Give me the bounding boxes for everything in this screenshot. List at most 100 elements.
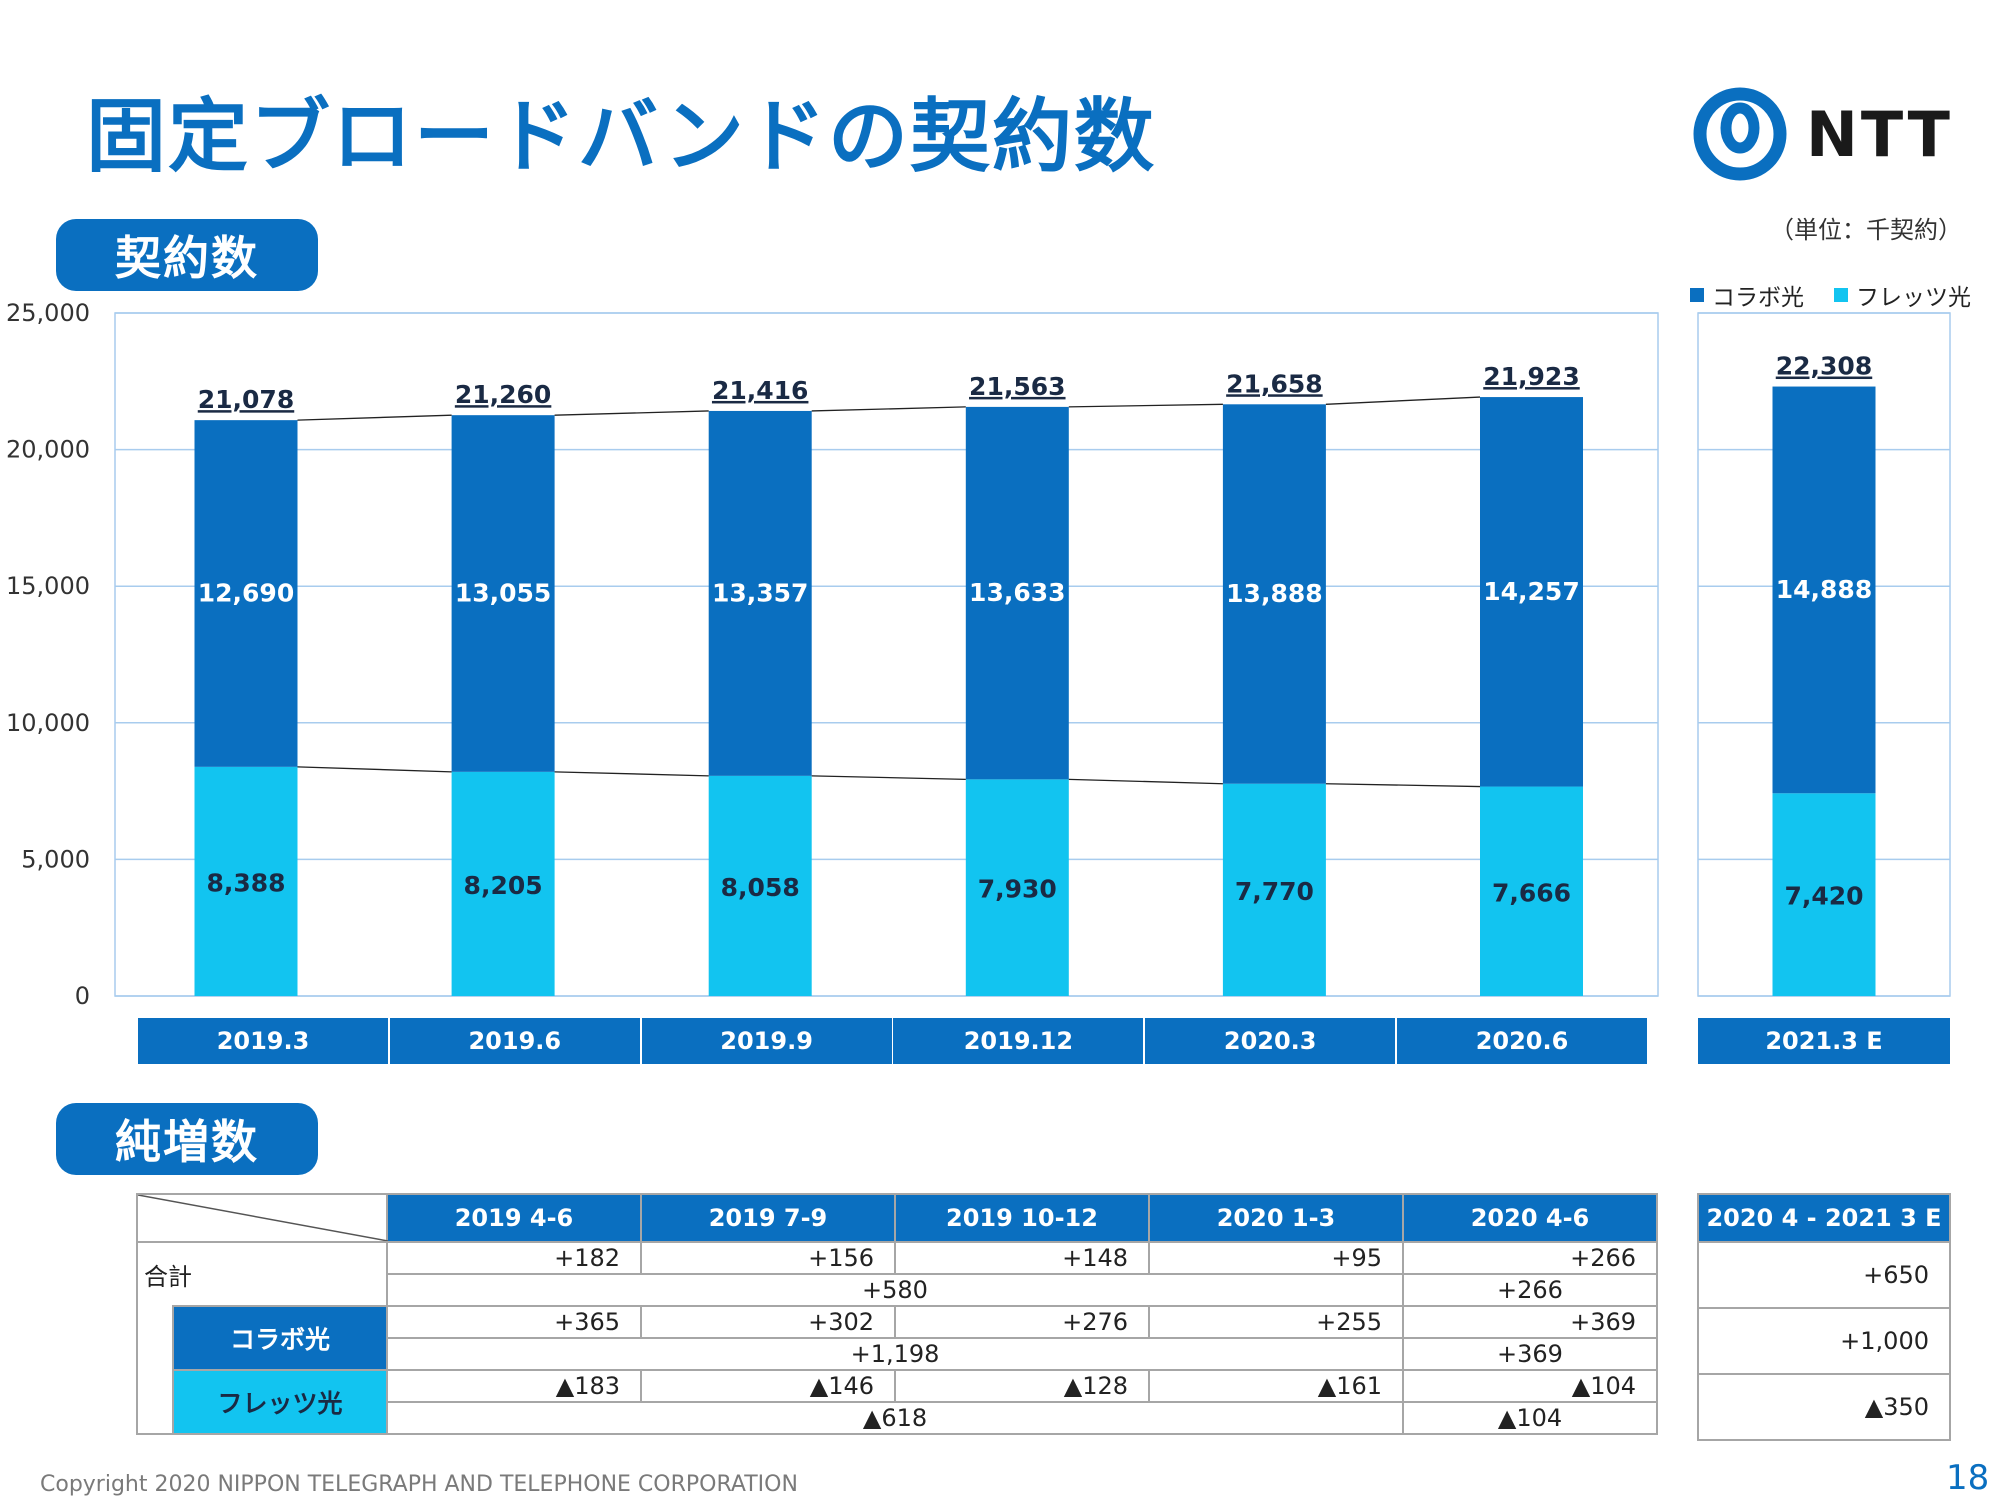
total-label: 21,078 (198, 385, 294, 414)
category-label: 2019.3 (138, 1018, 388, 1064)
connector-line-flets (554, 771, 709, 777)
bar-collabo (1222, 404, 1326, 784)
copyright-footer: Copyright 2020 NIPPON TELEGRAPH AND TELE… (40, 1472, 798, 1497)
total-label: 21,923 (1483, 362, 1579, 391)
bar-collabo (708, 410, 812, 776)
legend-label-collabo: コラボ光 (1712, 285, 1804, 311)
category-label: 2020.3 (1145, 1018, 1396, 1064)
table-cell: +156 (640, 1241, 896, 1275)
table-cell: +302 (640, 1305, 896, 1339)
bar-collabo (451, 415, 555, 772)
legend-swatch-flets (1834, 288, 1848, 302)
y-tick-label: 15,000 (6, 572, 90, 600)
category-label: 2019.9 (641, 1018, 892, 1064)
legend: コラボ光 フレッツ光 (1690, 278, 1971, 312)
logo-text: NTT (1806, 98, 1953, 171)
plot-frame (114, 312, 1659, 997)
net-increase-forecast-table: 2020 4 - 2021 3 E +650 +1,000 ▲350 (1697, 1193, 1951, 1441)
total-label: 21,260 (455, 380, 551, 409)
col-header: 2019 10-12 (894, 1193, 1150, 1243)
legend-swatch-collabo (1690, 288, 1704, 302)
col-header-forecast: 2020 4 - 2021 3 E (1697, 1193, 1951, 1243)
category-label: 2019.6 (389, 1018, 640, 1064)
bar-flets (451, 771, 555, 996)
table-cell: +148 (894, 1241, 1150, 1275)
total-label: 21,658 (1226, 369, 1322, 398)
bar-flets-forecast (1772, 793, 1876, 996)
bar-collabo (965, 406, 1069, 780)
connector-line-total (554, 410, 709, 416)
bar-collabo (1480, 397, 1583, 787)
data-label-flets: 8,058 (721, 873, 800, 902)
data-label-flets: 8,205 (464, 871, 543, 900)
data-label-flets: 7,666 (1492, 878, 1571, 907)
data-label-collabo: 13,633 (969, 578, 1065, 607)
table-cell: +369 (1402, 1305, 1658, 1339)
col-header: 2020 1-3 (1148, 1193, 1404, 1243)
table-cell: +255 (1148, 1305, 1404, 1339)
bar-flets (708, 775, 812, 996)
connector-line-total (811, 406, 966, 412)
net-increase-table: 2019 4-6 2019 7-9 2019 10-12 2020 1-3 20… (136, 1193, 1658, 1435)
table-cell: +365 (386, 1305, 642, 1339)
row-label-flets: フレッツ光 (172, 1369, 388, 1435)
bar-flets (1222, 783, 1326, 996)
data-label-flets: 7,930 (978, 875, 1057, 904)
connector-line-flets (811, 775, 966, 781)
col-header: 2019 7-9 (640, 1193, 896, 1243)
data-label-collabo: 13,357 (712, 578, 808, 607)
table-cell-fy: ▲104 (1402, 1401, 1658, 1435)
connector-line-total (1325, 396, 1481, 405)
y-tick-label: 5,000 (21, 845, 90, 873)
data-label-collabo: 12,690 (198, 578, 294, 607)
connector-line-flets (297, 766, 452, 773)
category-label: 2019.12 (893, 1018, 1144, 1064)
bar-collabo-forecast (1772, 386, 1876, 794)
data-label-flets-forecast: 7,420 (1784, 882, 1863, 911)
page-number: 18 (1946, 1458, 1990, 1498)
ntt-logo: NTT (1688, 84, 2000, 184)
data-label-collabo: 13,055 (455, 579, 551, 608)
bar-flets (194, 766, 298, 996)
category-label-forecast: 2021.3 E (1698, 1018, 1950, 1064)
diagonal-line (138, 1195, 388, 1241)
total-label: 21,416 (712, 376, 808, 405)
table-cell: +276 (894, 1305, 1150, 1339)
table-cell: ▲104 (1402, 1369, 1658, 1403)
table-cell-fy: +580 (386, 1273, 1404, 1307)
table-cell-forecast: +1,000 (1697, 1307, 1951, 1375)
row-label-total: 合計 (136, 1241, 388, 1306)
stacked-bar-chart: 0 5,000 10,000 15,000 20,000 25,000 8,388 12,69… (6, 299, 1951, 1010)
table-cell-fy: ▲618 (386, 1401, 1404, 1435)
y-tick-label: 20,000 (6, 436, 90, 464)
connector-line-total (297, 414, 452, 421)
data-label-collabo: 14,257 (1483, 577, 1579, 606)
connector-line-flets (1325, 783, 1481, 788)
table-cell-fy: +1,198 (386, 1337, 1404, 1371)
col-header: 2019 4-6 (386, 1193, 642, 1243)
table-cell: ▲183 (386, 1369, 642, 1403)
table-cell: ▲161 (1148, 1369, 1404, 1403)
table-cell-forecast: +650 (1697, 1241, 1951, 1309)
table-cell: ▲146 (640, 1369, 896, 1403)
data-label-flets: 7,770 (1235, 877, 1314, 906)
table-cell: ▲128 (894, 1369, 1150, 1403)
table-cell: +95 (1148, 1241, 1404, 1275)
data-label-flets: 8,388 (206, 868, 285, 897)
ntt-logo-icon (1693, 87, 1787, 181)
connector-line-flets (1068, 778, 1223, 785)
table-cell-forecast: ▲350 (1697, 1373, 1951, 1441)
y-tick-label: 25,000 (6, 299, 90, 327)
page-title: 固定ブロードバンドの契約数 (86, 90, 1156, 183)
connector-line-total (1068, 403, 1223, 408)
table-corner (136, 1193, 388, 1243)
row-label-collabo: コラボ光 (172, 1305, 388, 1371)
unit-label: （単位：千契約） (1770, 216, 1962, 244)
table-cell: +182 (386, 1241, 642, 1275)
table-cell-fy: +369 (1402, 1337, 1658, 1371)
section-label-contracts: 契約数 (56, 219, 318, 291)
table-cell-fy: +266 (1402, 1273, 1658, 1307)
bar-flets (965, 779, 1069, 996)
data-label-collabo: 13,888 (1226, 579, 1322, 608)
section-label-net-increase: 純増数 (56, 1103, 318, 1175)
